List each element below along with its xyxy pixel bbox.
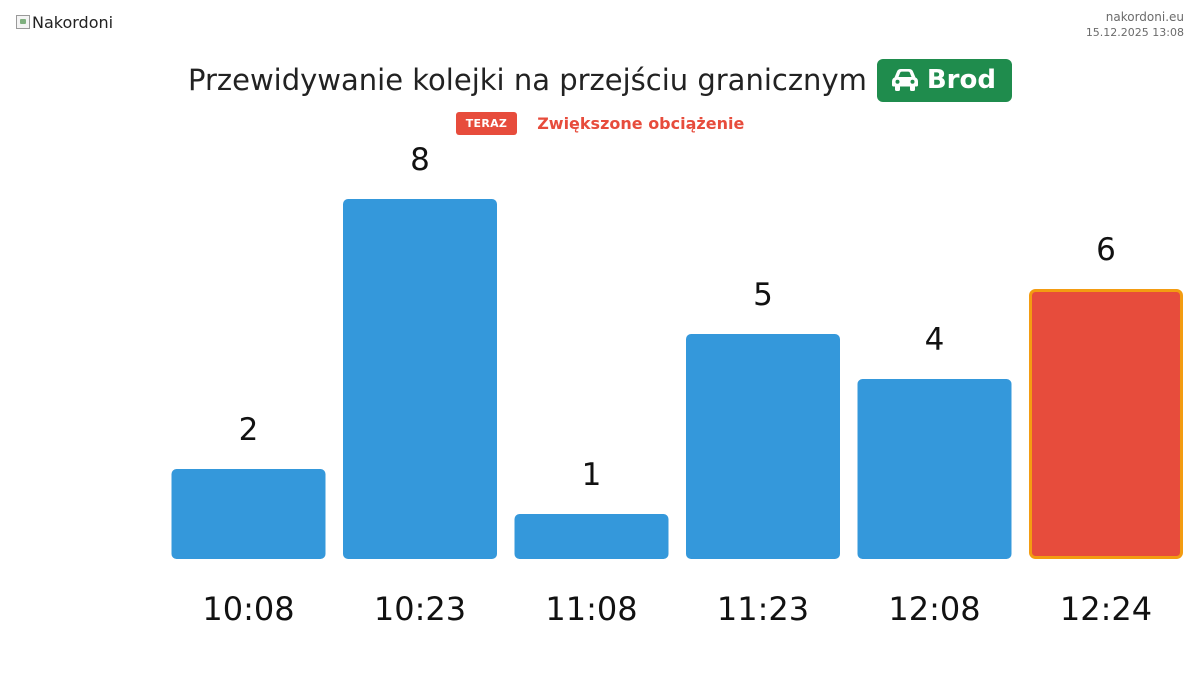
now-badge: TERAZ (455, 111, 518, 135)
value-label: 2 (239, 412, 259, 448)
x-tick-label: 11:23 (717, 590, 809, 628)
bar (686, 334, 840, 559)
x-tick-label: 12:24 (1060, 590, 1152, 628)
crossing-badge: Brod (876, 58, 1012, 102)
x-tick-label: 12:08 (888, 590, 980, 628)
x-tick-label: 10:23 (374, 590, 466, 628)
page-title: Przewidywanie kolejki na przejściu grani… (0, 58, 1200, 102)
bar-current (1029, 289, 1183, 559)
logo-alt-text: Nakordoni (32, 12, 114, 32)
page-meta: nakordoni.eu 15.12.2025 13:08 (1086, 9, 1184, 41)
logo[interactable]: Nakordoni (16, 11, 113, 33)
value-label: 6 (1096, 232, 1116, 268)
timestamp: 15.12.2025 13:08 (1085, 26, 1184, 39)
status-row: TERAZ Zwiększone obciążenie (0, 111, 1200, 135)
value-label: 8 (410, 142, 430, 178)
car-icon (891, 69, 918, 91)
bar (514, 514, 669, 559)
title-text: Przewidywanie kolejki na przejściu grani… (188, 63, 867, 97)
site-name: nakordoni.eu (1105, 10, 1184, 24)
value-label: 4 (925, 322, 945, 358)
crossing-name: Brod (926, 65, 996, 95)
bar (857, 379, 1012, 559)
value-label: 5 (753, 277, 773, 313)
bar (171, 469, 326, 559)
value-label: 1 (582, 457, 602, 493)
x-tick-label: 11:08 (545, 590, 637, 628)
x-tick-label: 10:08 (202, 590, 294, 628)
bar (343, 199, 497, 559)
status-text: Zwiększone obciążenie (537, 113, 745, 133)
broken-image-icon (16, 15, 30, 29)
